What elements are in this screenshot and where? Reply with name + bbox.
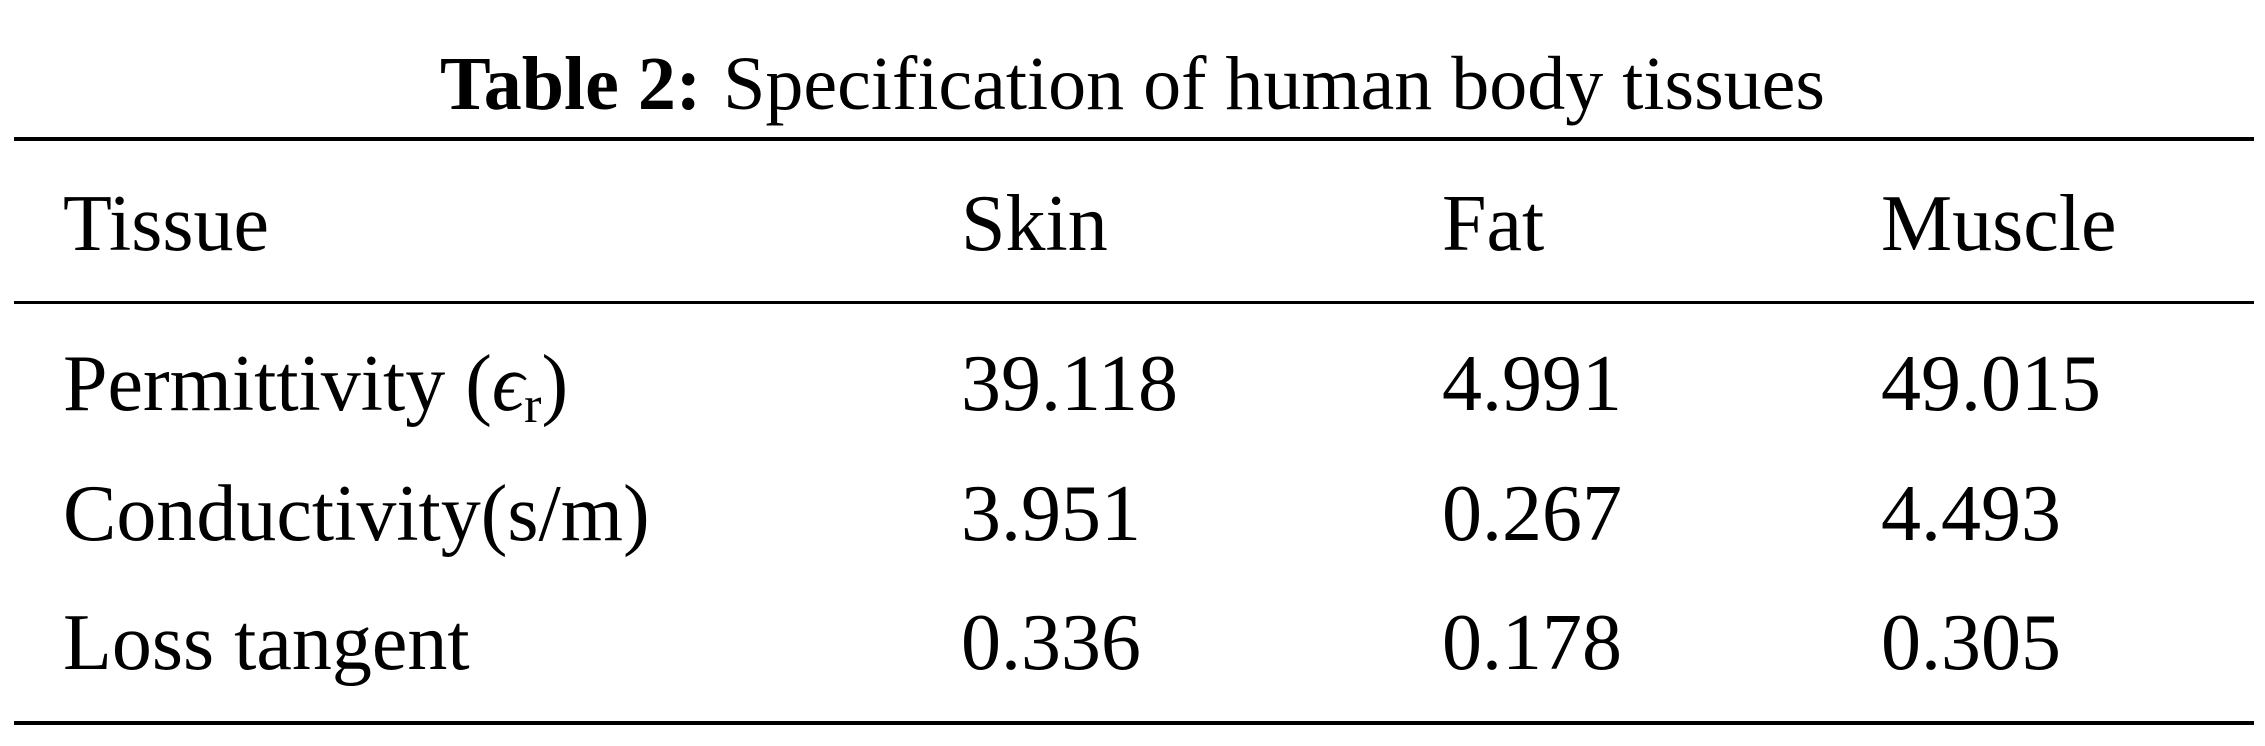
cell: 0.336: [961, 599, 1141, 687]
row-label: Conductivity(s/m): [63, 470, 650, 558]
subscript: r: [524, 377, 542, 434]
header-cell: Tissue: [63, 180, 270, 268]
label-text: Permittivity (: [63, 340, 492, 428]
cell: 0.305: [1881, 599, 2061, 687]
row-label: Loss tangent: [63, 599, 470, 687]
header-cell: Skin: [961, 180, 1108, 268]
cell: 49.015: [1881, 340, 2101, 428]
cell: 0.178: [1442, 599, 1622, 687]
bottom-rule: [14, 721, 2254, 725]
mid-rule: [14, 301, 2254, 304]
header-cell: Muscle: [1881, 180, 2117, 268]
cell: 4.991: [1442, 340, 1622, 428]
table-caption: Table 2: Specification of human body tiss…: [0, 46, 2265, 122]
row-label: Permittivity (ϵr): [63, 344, 568, 432]
caption-text: Specification of human body tissues: [723, 42, 1825, 126]
top-rule: [14, 137, 2254, 141]
cell: 4.493: [1881, 470, 2061, 558]
header-cell: Fat: [1442, 180, 1545, 268]
caption-label: Table 2:: [440, 42, 702, 126]
symbol: ϵ: [491, 340, 525, 428]
cell: 0.267: [1442, 470, 1622, 558]
label-text: ): [541, 340, 569, 428]
cell: 3.951: [961, 470, 1141, 558]
cell: 39.118: [961, 340, 1179, 428]
